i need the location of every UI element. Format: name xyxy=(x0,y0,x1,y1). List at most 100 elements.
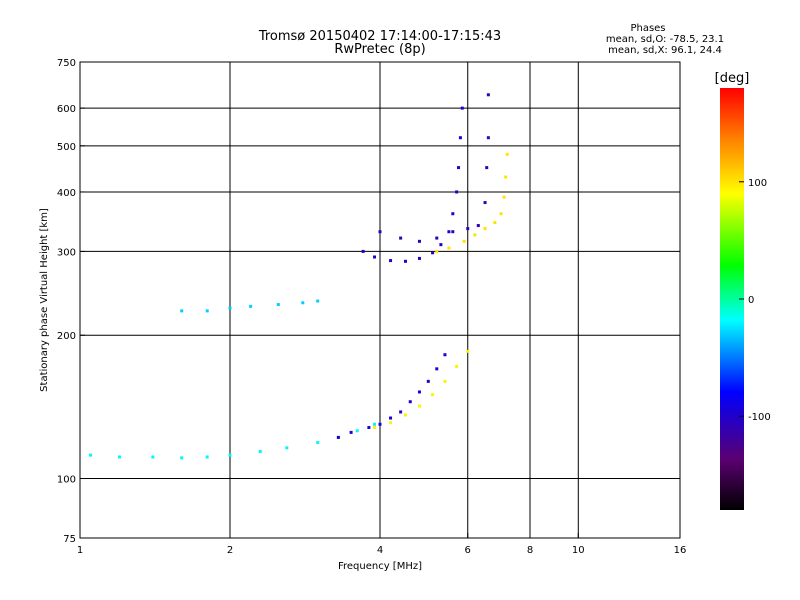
data-point xyxy=(486,136,490,140)
data-point xyxy=(389,421,393,425)
data-point xyxy=(431,251,435,255)
data-point xyxy=(431,393,435,397)
data-point xyxy=(285,446,289,450)
data-point xyxy=(258,449,262,453)
data-point xyxy=(378,230,382,234)
y-tick-label: 750 xyxy=(57,58,76,69)
y-tick-label: 200 xyxy=(57,331,76,342)
data-point xyxy=(336,435,340,439)
data-point xyxy=(408,400,412,404)
data-point xyxy=(435,236,439,240)
data-point xyxy=(117,455,121,459)
data-point xyxy=(180,309,184,313)
colorbar-tick-label: 100 xyxy=(748,178,767,189)
data-point xyxy=(276,303,280,307)
data-point xyxy=(439,243,443,247)
data-point xyxy=(417,256,421,260)
data-point xyxy=(373,255,377,259)
chart-title: Tromsø 20150402 17:14:00-17:15:43 xyxy=(258,29,501,44)
data-point xyxy=(435,367,439,371)
data-point xyxy=(455,364,459,368)
data-point xyxy=(378,422,382,426)
x-tick-label: 10 xyxy=(572,545,585,556)
data-point xyxy=(389,416,393,420)
data-point xyxy=(367,425,371,429)
grid-lines xyxy=(80,62,680,538)
x-tick-label: 16 xyxy=(674,545,687,556)
phases-x-stats: mean, sd,X: 96.1, 24.4 xyxy=(608,45,722,56)
data-point xyxy=(483,227,487,231)
y-tick-label: 300 xyxy=(57,247,76,258)
data-point xyxy=(417,239,421,243)
data-point xyxy=(349,430,353,434)
data-point xyxy=(466,349,470,353)
data-point xyxy=(151,455,155,459)
data-points xyxy=(89,93,509,460)
x-tick-label: 6 xyxy=(465,545,471,556)
data-point xyxy=(228,453,232,457)
y-tick-label: 100 xyxy=(57,475,76,486)
data-point xyxy=(460,106,464,110)
data-point xyxy=(473,233,477,237)
x-tick-label: 1 xyxy=(77,545,83,556)
y-tick-label: 600 xyxy=(57,104,76,115)
data-point xyxy=(451,212,455,216)
y-axis-label: Stationary phase Virtual Height [km] xyxy=(39,208,50,392)
y-tick-label: 400 xyxy=(57,188,76,199)
data-point xyxy=(399,410,403,414)
data-point xyxy=(447,246,451,250)
data-point xyxy=(502,195,506,199)
data-point xyxy=(399,236,403,240)
data-point xyxy=(499,212,503,216)
data-point xyxy=(301,301,305,305)
y-axis-ticks: 75 100 200 300 400 500 600 750 xyxy=(57,58,85,545)
data-point xyxy=(483,201,487,205)
data-point xyxy=(417,390,421,394)
data-point xyxy=(443,379,447,383)
data-point xyxy=(486,93,490,97)
data-point xyxy=(205,455,209,459)
data-point xyxy=(435,249,439,253)
data-point xyxy=(316,441,320,445)
x-axis-label: Frequency [MHz] xyxy=(338,561,422,572)
data-point xyxy=(316,299,320,303)
x-axis-ticks: 1 2 4 6 8 10 16 xyxy=(77,533,687,556)
y-tick-label: 500 xyxy=(57,142,76,153)
data-point xyxy=(403,259,407,263)
data-point xyxy=(458,136,462,140)
colorbar-ticks: 100 0 -100 xyxy=(739,178,771,423)
data-point xyxy=(447,230,451,234)
data-point xyxy=(205,309,209,313)
data-point xyxy=(451,230,455,234)
data-point xyxy=(493,221,497,225)
phases-heading: Phases xyxy=(630,23,665,34)
data-point xyxy=(89,453,93,457)
x-tick-label: 8 xyxy=(527,545,533,556)
data-point xyxy=(466,227,470,231)
data-point xyxy=(457,166,461,170)
data-point xyxy=(417,404,421,408)
phases-o-stats: mean, sd,O: -78.5, 23.1 xyxy=(606,34,724,45)
x-tick-label: 4 xyxy=(377,545,383,556)
data-point xyxy=(485,166,489,170)
data-point xyxy=(505,152,509,156)
data-point xyxy=(426,379,430,383)
data-point xyxy=(361,249,365,253)
y-tick-label: 75 xyxy=(63,534,76,545)
data-point xyxy=(443,353,447,357)
data-point xyxy=(180,456,184,460)
chart-subtitle: RwPretec (8p) xyxy=(334,42,425,57)
data-point xyxy=(462,239,466,243)
data-point xyxy=(504,175,508,179)
colorbar-tick-label: 0 xyxy=(748,295,754,306)
data-point xyxy=(249,304,253,308)
data-point xyxy=(373,425,377,429)
data-point xyxy=(228,306,232,310)
data-point xyxy=(476,224,480,228)
colorbar-tick-label: -100 xyxy=(748,412,771,423)
data-point xyxy=(389,259,393,263)
data-point xyxy=(455,190,459,194)
x-tick-label: 2 xyxy=(227,545,233,556)
colorbar-label: [deg] xyxy=(715,71,750,86)
